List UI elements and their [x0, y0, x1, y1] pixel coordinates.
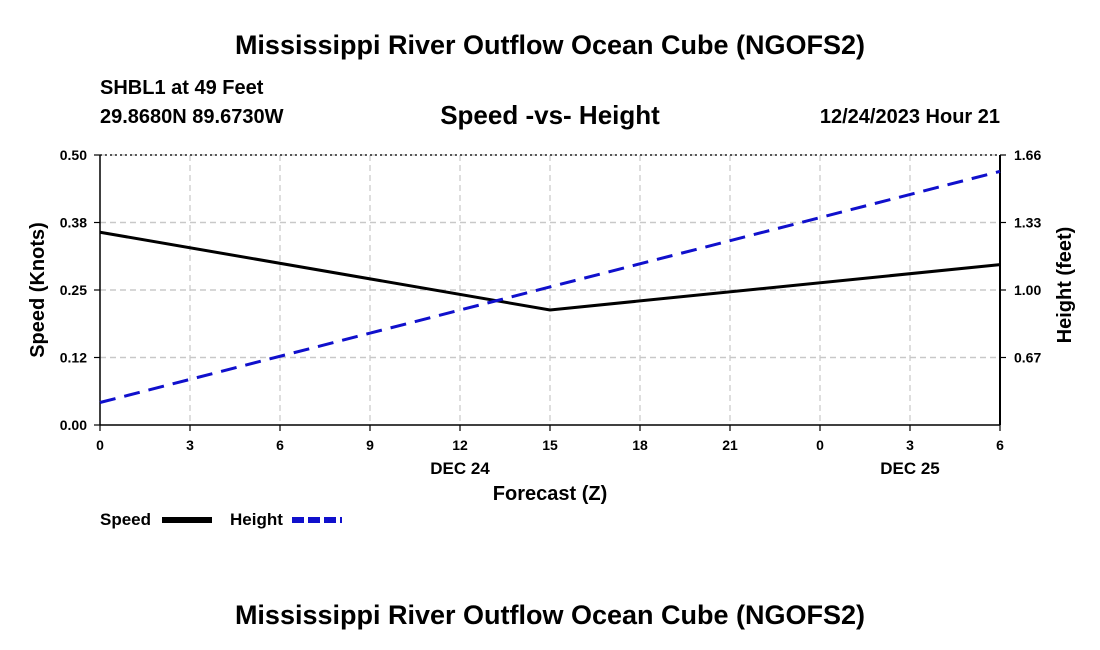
legend-label-speed: Speed: [100, 510, 151, 529]
y-tick-label: 0.25: [60, 282, 87, 298]
x-tick-label: 9: [366, 437, 374, 453]
chart-bottom-title: Mississippi River Outflow Ocean Cube (NG…: [234, 600, 866, 630]
station-coordinates: 29.8680N 89.6730W: [100, 106, 284, 128]
y-tick-label: 0.00: [60, 417, 87, 433]
x-tick-label: 12: [452, 437, 468, 453]
x-tick-label: 18: [632, 437, 648, 453]
legend-label-height: Height: [230, 510, 283, 529]
y-tick-label: 0.50: [60, 147, 87, 163]
x-tick-label: 0: [96, 437, 104, 453]
x-tick-label: 0: [816, 437, 824, 453]
forecast-datetime: 12/24/2023 Hour 21: [819, 106, 1000, 128]
x-date-label: DEC 25: [880, 459, 940, 478]
y2-tick-label: 0.67: [1014, 350, 1041, 366]
x-date-label: DEC 24: [430, 459, 490, 478]
y2-tick-label: 1.00: [1014, 282, 1041, 298]
x-tick-label: 3: [906, 437, 914, 453]
y2-tick-label: 1.33: [1014, 215, 1041, 231]
x-axis-title: Forecast (Z): [493, 483, 607, 505]
x-tick-label: 3: [186, 437, 194, 453]
station-label: SHBL1 at 49 Feet: [100, 77, 264, 99]
y-axis-title: Speed (Knots): [27, 222, 49, 358]
height-series-line: [99, 169, 1001, 404]
y-tick-label: 0.12: [60, 350, 87, 366]
y-tick-label: 0.38: [60, 215, 87, 231]
x-tick-label: 6: [996, 437, 1004, 453]
speed-series-line: [99, 230, 1001, 312]
y2-axis-title: Height (feet): [1054, 227, 1076, 344]
x-tick-label: 15: [542, 437, 558, 453]
x-tick-label: 21: [722, 437, 738, 453]
chart-subtitle: Speed -vs- Height: [440, 100, 660, 130]
x-tick-label: 6: [276, 437, 284, 453]
chart-main-title: Mississippi River Outflow Ocean Cube (NG…: [234, 30, 866, 60]
y2-tick-label: 1.66: [1014, 147, 1041, 163]
